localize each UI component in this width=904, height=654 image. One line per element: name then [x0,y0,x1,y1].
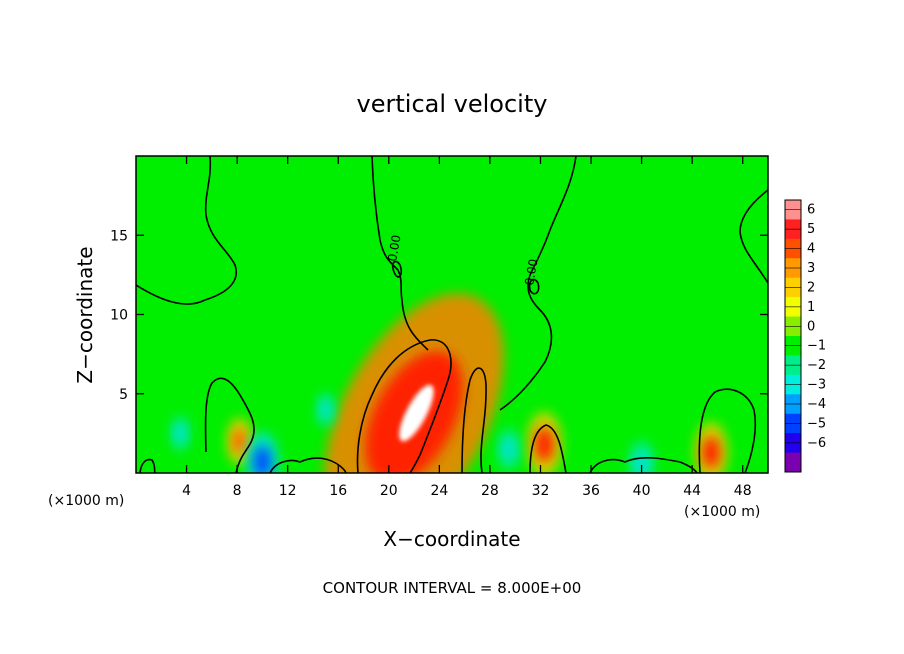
x-axis-title: X−coordinate [383,527,520,551]
contour-line [529,424,567,473]
updraft-blob [324,293,504,473]
colorbar: 6 5 4 3 2 1 0 −1 −2 −3 −4 −5 −6 [784,199,826,473]
colorbar-label: 0 [807,319,815,334]
contour-line [371,156,429,351]
downdraft-blob [497,428,521,471]
contour-line [139,458,156,473]
updraft-blob [694,422,728,473]
x-tick-label: 40 [633,483,651,499]
x-axis-ticks: 4 8 12 16 20 24 28 32 36 40 44 48 [182,156,752,499]
x-tick-label: 20 [380,483,398,499]
x-tick-label: 16 [329,483,347,499]
y-tick-label: 15 [110,228,128,244]
colorbar-label: 1 [807,300,815,315]
x-tick-label: 36 [582,483,600,499]
y-tick-label: 10 [110,308,128,324]
colorbar-label: 3 [807,261,815,276]
downdraft-blob [170,415,190,452]
colorbar-label: 4 [807,242,815,257]
contour-line [589,457,698,473]
contour-line [499,156,577,411]
contour-line [739,189,768,284]
contour-interval-note: CONTOUR INTERVAL = 8.000E+00 [323,579,582,597]
downdraft-blob [316,392,335,427]
velocity-field [170,293,728,473]
x-tick-label: 28 [481,483,499,499]
updraft-blob [227,418,253,465]
contour-line [528,278,540,295]
contour-line [461,367,487,473]
colorbar-label: −3 [807,378,826,393]
contour-line [269,457,347,473]
y-tick-label: 5 [119,387,128,403]
colorbar-label: −6 [807,436,826,451]
updraft-blob [526,412,562,473]
contour-line [698,388,757,473]
downdraft-blob [246,431,279,473]
colorbar-label: 5 [807,222,815,237]
contour-value-label: 0.00 [385,234,403,263]
x-tick-label: 48 [734,483,752,499]
zero-contours [136,156,768,473]
x-tick-label: 44 [683,483,701,499]
x-tick-label: 12 [279,483,297,499]
x-unit-label-right: (×1000 m) [684,504,760,520]
contour-value-label: 0.00 [522,258,540,287]
colorbar-label: −5 [807,416,826,431]
colorbar-label: 2 [807,280,815,295]
colorbar-label: 6 [807,203,815,218]
x-tick-label: 4 [182,483,191,499]
colorbar-label: −1 [807,339,826,354]
colorbar-swatch [785,452,801,473]
y-axis-ticks: 5 10 15 [110,228,768,403]
x-tick-label: 8 [233,483,242,499]
x-unit-label-left: (×1000 m) [48,493,124,509]
x-tick-label: 32 [532,483,550,499]
chart-title: vertical velocity [357,90,548,118]
y-axis-title: Z−coordinate [73,246,97,383]
contour-line [136,156,237,305]
downdraft-blob [629,440,655,473]
x-tick-label: 24 [430,483,448,499]
colorbar-label: −2 [807,358,826,373]
contour-line [391,260,403,278]
contour-line [356,339,452,473]
contour-line [204,377,255,473]
colorbar-label: −4 [807,397,826,412]
colorbar-frame [784,199,802,473]
